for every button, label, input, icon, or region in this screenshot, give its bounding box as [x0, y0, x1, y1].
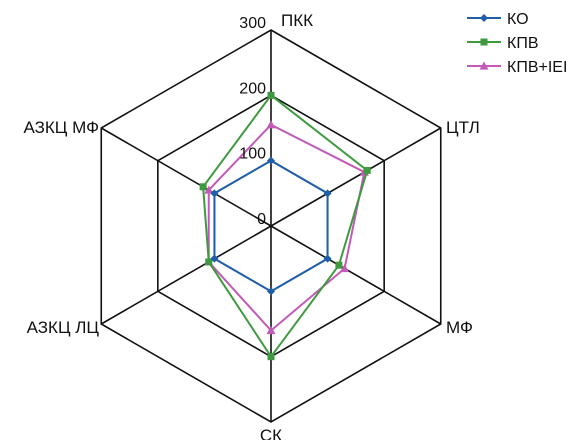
legend-marker-1 [480, 14, 488, 22]
data-point-s3-1 [266, 120, 276, 129]
series-line-3 [207, 123, 366, 332]
axis-label-6: АЗКЦ МФ [23, 118, 99, 137]
axis-label-4: СК [260, 426, 282, 440]
data-point-s2-4 [267, 353, 275, 361]
data-point-s2-1 [267, 91, 275, 99]
series-1 [210, 156, 332, 296]
radar-labels: 0 100 200 300 ПКК ЦТЛ МФ СК АЗКЦ ЛЦ АЗКЦ МФ [23, 11, 479, 440]
tick-label-200: 200 [239, 80, 266, 97]
data-point-s2-6 [199, 183, 207, 191]
tick-label-100: 100 [239, 146, 266, 163]
data-point-s2-2 [363, 166, 371, 174]
axis-spoke-5 [100, 225, 272, 325]
legend: КО КПВ КПВ+IEI [467, 11, 567, 76]
data-point-s1-5 [210, 254, 219, 263]
axis-label-5: АЗКЦ ЛЦ [27, 318, 100, 337]
tick-label-300: 300 [239, 15, 266, 32]
data-point-s1-4 [267, 287, 275, 296]
legend-label-3: КПВ+IEI [507, 59, 567, 76]
data-point-s1-1 [267, 156, 275, 165]
legend-marker-3 [479, 61, 489, 70]
data-point-s3-4 [266, 326, 276, 335]
axis-spoke-3 [270, 225, 442, 325]
radar-grid [100, 29, 442, 423]
series-2 [199, 91, 371, 361]
data-point-s3-6 [204, 185, 214, 194]
axis-spoke-2 [270, 127, 442, 227]
legend-marker-2 [480, 38, 488, 46]
data-point-s1-3 [323, 254, 332, 263]
data-point-s2-5 [205, 258, 213, 266]
legend-label-1: КО [507, 11, 529, 28]
legend-label-2: КПВ [507, 35, 539, 52]
axis-label-3: МФ [446, 318, 473, 337]
data-point-s3-3 [340, 263, 350, 273]
axis-label-2: ЦТЛ [446, 118, 480, 137]
tick-label-0: 0 [257, 211, 266, 228]
data-point-s2-3 [335, 261, 343, 269]
axis-label-1: ПКК [281, 11, 313, 30]
data-point-s1-2 [323, 189, 332, 198]
axis-spoke-6 [100, 127, 272, 227]
data-point-s1-6 [210, 189, 219, 198]
radar-series [199, 91, 371, 361]
